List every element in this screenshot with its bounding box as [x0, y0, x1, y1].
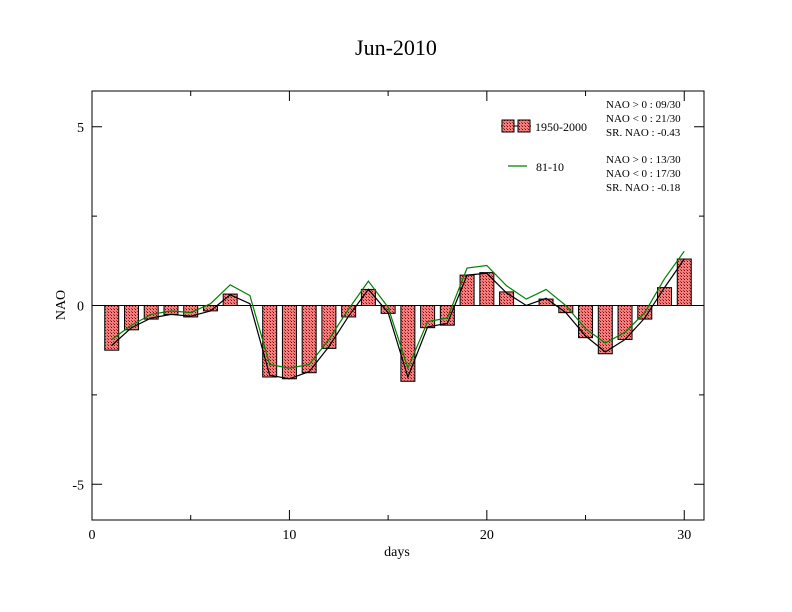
stats-81-10-line-0: NAO > 0 : 13/30 — [606, 154, 681, 166]
bar-day-9 — [263, 306, 277, 378]
bar-day-21 — [500, 292, 514, 306]
x-tick-label-0: 0 — [89, 528, 96, 543]
x-axis-label: days — [384, 545, 410, 560]
legend-label-1950-2000: 1950-2000 — [535, 120, 587, 134]
bar-day-14 — [361, 289, 375, 305]
x-tick-label-10: 10 — [282, 528, 296, 543]
y-axis-label: NAO — [54, 290, 69, 320]
bar-day-2 — [124, 306, 138, 330]
bar-day-17 — [421, 306, 435, 328]
x-tick-label-20: 20 — [480, 528, 494, 543]
chart-title: Jun-2010 — [355, 35, 437, 60]
stats-1950-2000-line-0: NAO > 0 : 09/30 — [606, 99, 681, 111]
legend: 1950-2000 81-10 NAO > 0 : 09/30 NAO < 0 : 2… — [501, 99, 681, 194]
y-tick-label--5: -5 — [72, 478, 84, 493]
bar-day-26 — [598, 306, 612, 354]
legend-swatch-1950-2000-b — [518, 120, 530, 132]
legend-label-81-10: 81-10 — [536, 160, 564, 174]
bar-day-12 — [322, 306, 336, 349]
bar-day-1 — [105, 306, 119, 351]
stats-1950-2000-line-1: NAO < 0 : 21/30 — [606, 113, 681, 125]
bar-day-7 — [223, 294, 237, 305]
x-tick-label-30: 30 — [677, 528, 691, 543]
bar-day-29 — [658, 288, 672, 306]
legend-swatch-1950-2000 — [502, 120, 514, 132]
bar-day-4 — [164, 306, 178, 315]
y-tick-label-5: 5 — [77, 121, 84, 136]
bar-day-16 — [401, 306, 415, 382]
y-tick-label-0: 0 — [77, 300, 84, 315]
plot-area — [92, 251, 704, 381]
nao-chart: Jun-2010 0 10 20 30 -5 0 5 days NAO 1950-2000 8… — [0, 0, 792, 612]
bar-day-11 — [302, 306, 316, 373]
stats-81-10-line-2: SR. NAO : -0.18 — [606, 182, 681, 194]
stats-1950-2000-line-2: SR. NAO : -0.43 — [606, 127, 681, 139]
stats-81-10-line-1: NAO < 0 : 17/30 — [606, 168, 681, 180]
